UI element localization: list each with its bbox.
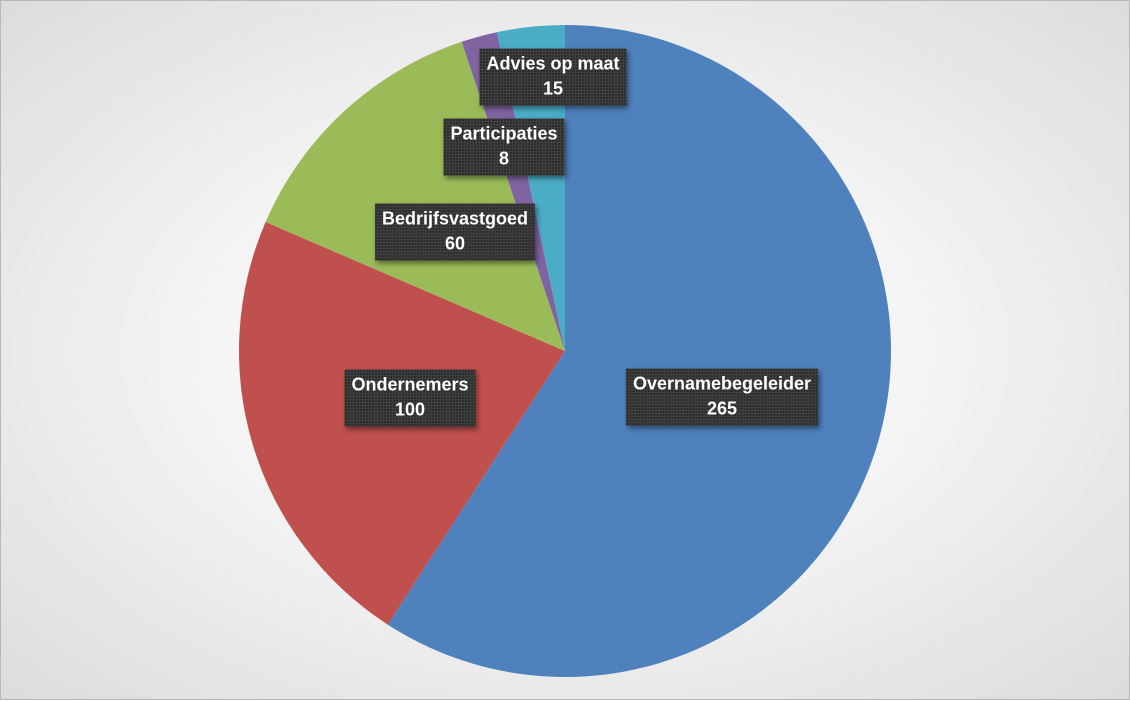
data-label-category: Participaties [450, 123, 558, 144]
data-label-value: 265 [706, 398, 738, 419]
data-label-participaties: Participaties 8 [443, 118, 565, 176]
data-label-category: Overnamebegeleider [632, 373, 812, 394]
data-label-value: 100 [394, 399, 426, 420]
data-label-ondernemers: Ondernemers 100 [344, 369, 476, 427]
pie-slice-bedrijfsvastgoed [265, 41, 565, 352]
data-label-value: 8 [498, 148, 509, 169]
pie-slice-advies-op-maat [496, 25, 565, 351]
data-label-value: 15 [542, 78, 564, 99]
data-label-advies-op-maat: Advies op maat 15 [479, 48, 627, 106]
pie-slices [238, 25, 892, 678]
data-label-category: Advies op maat [486, 53, 620, 74]
data-label-bedrijfsvastgoed: Bedrijfsvastgoed 60 [374, 203, 536, 261]
data-label-category: Ondernemers [351, 374, 469, 395]
data-label-value: 60 [444, 233, 466, 254]
data-label-overnamebegeleider: Overnamebegeleider 265 [625, 368, 819, 426]
pie-slice-participaties [461, 32, 565, 351]
data-label-category: Bedrijfsvastgoed [381, 208, 529, 229]
pie-slice-overnamebegeleider [387, 25, 892, 678]
